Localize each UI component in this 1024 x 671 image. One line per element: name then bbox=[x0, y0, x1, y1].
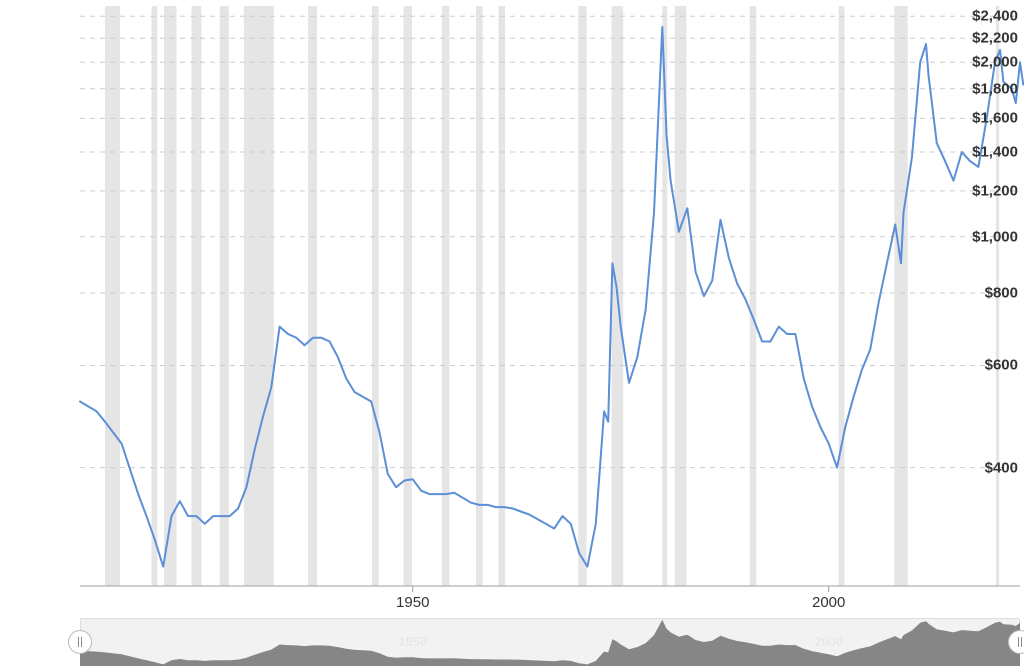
y-tick-label: $1,400 bbox=[942, 144, 1024, 161]
y-tick-label: $1,000 bbox=[942, 228, 1024, 245]
y-tick-label: $2,000 bbox=[942, 54, 1024, 71]
range-navigator[interactable]: 1950 2000 bbox=[80, 618, 1020, 666]
price-chart: $400 $600 $800 $1,000 $1,200 $1,400 $1,600 $1,8… bbox=[0, 0, 1024, 610]
y-tick-label: $1,800 bbox=[942, 80, 1024, 97]
y-tick-label: $800 bbox=[942, 285, 1024, 302]
navigator-x-tick-label: 2000 bbox=[814, 634, 843, 649]
x-tick-label: 1950 bbox=[396, 594, 429, 611]
y-tick-label: $2,200 bbox=[942, 30, 1024, 47]
x-tick-label: 2000 bbox=[812, 594, 845, 611]
y-tick-label: $400 bbox=[942, 459, 1024, 476]
navigator-handle-left[interactable] bbox=[68, 630, 92, 654]
navigator-x-tick-label: 1950 bbox=[398, 634, 427, 649]
chart-svg bbox=[0, 0, 1024, 610]
navigator-sparkline bbox=[80, 618, 1020, 666]
y-tick-label: $2,400 bbox=[942, 8, 1024, 25]
y-tick-label: $1,600 bbox=[942, 110, 1024, 127]
y-tick-label: $1,200 bbox=[942, 182, 1024, 199]
y-tick-label: $600 bbox=[942, 357, 1024, 374]
